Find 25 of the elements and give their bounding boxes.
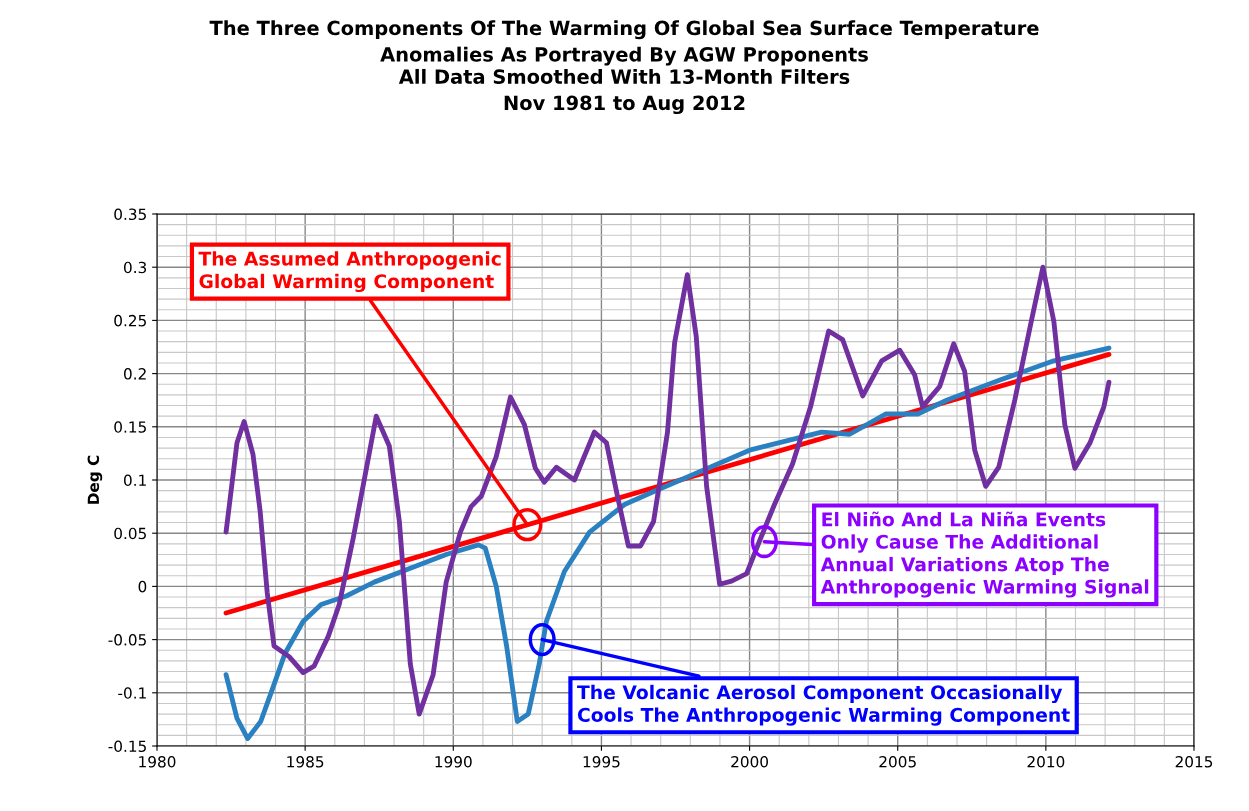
x-tick-label: 2015 bbox=[1175, 755, 1213, 768]
x-tick-label: 1980 bbox=[139, 755, 176, 768]
y-tick-label: 0.1 bbox=[123, 474, 146, 487]
x-tick-label: 1990 bbox=[435, 755, 472, 768]
x-tick-label: 1985 bbox=[287, 755, 324, 768]
annotation: El Niño And La Niña Events Only Cause The Additional Annual Variations Atop The Anthropogenic Warming Signal bbox=[820, 511, 1149, 598]
chart-title: The Three Components Of The Warming Of Global Sea Surface Temperature Anomalies As Portrayed By AGW Proponents bbox=[209, 20, 1039, 66]
chart-subtitle: All Data Smoothed With 13-Month Filters Nov 1981 to Aug 2012 bbox=[398, 68, 850, 115]
y-tick-label: 0.2 bbox=[123, 368, 146, 380]
x-tick-label: 1995 bbox=[583, 755, 620, 768]
y-tick-label: 0.25 bbox=[114, 314, 146, 327]
x-tick-label: 2010 bbox=[1027, 755, 1065, 768]
x-tick-label: 2000 bbox=[731, 755, 768, 768]
y-tick-label: -0.05 bbox=[108, 634, 146, 646]
y-axis-title: Deg C bbox=[87, 455, 103, 504]
y-tick-label: 0.05 bbox=[114, 527, 146, 540]
y-tick-label: -0.1 bbox=[118, 687, 146, 699]
y-tick-label: 0 bbox=[138, 580, 147, 593]
y-tick-label: 0.15 bbox=[114, 421, 146, 433]
y-tick-label: 0.35 bbox=[114, 208, 146, 221]
annotation: The Assumed Anthropogenic Global Warming Component bbox=[198, 251, 501, 293]
y-tick-label: -0.15 bbox=[108, 740, 146, 753]
y-tick-label: 0.3 bbox=[123, 261, 147, 274]
annotation: The Volcanic Aerosol Component Occasionally Cools The Anthropogenic Warming Component bbox=[577, 684, 1070, 726]
x-tick-label: 2005 bbox=[879, 755, 916, 768]
